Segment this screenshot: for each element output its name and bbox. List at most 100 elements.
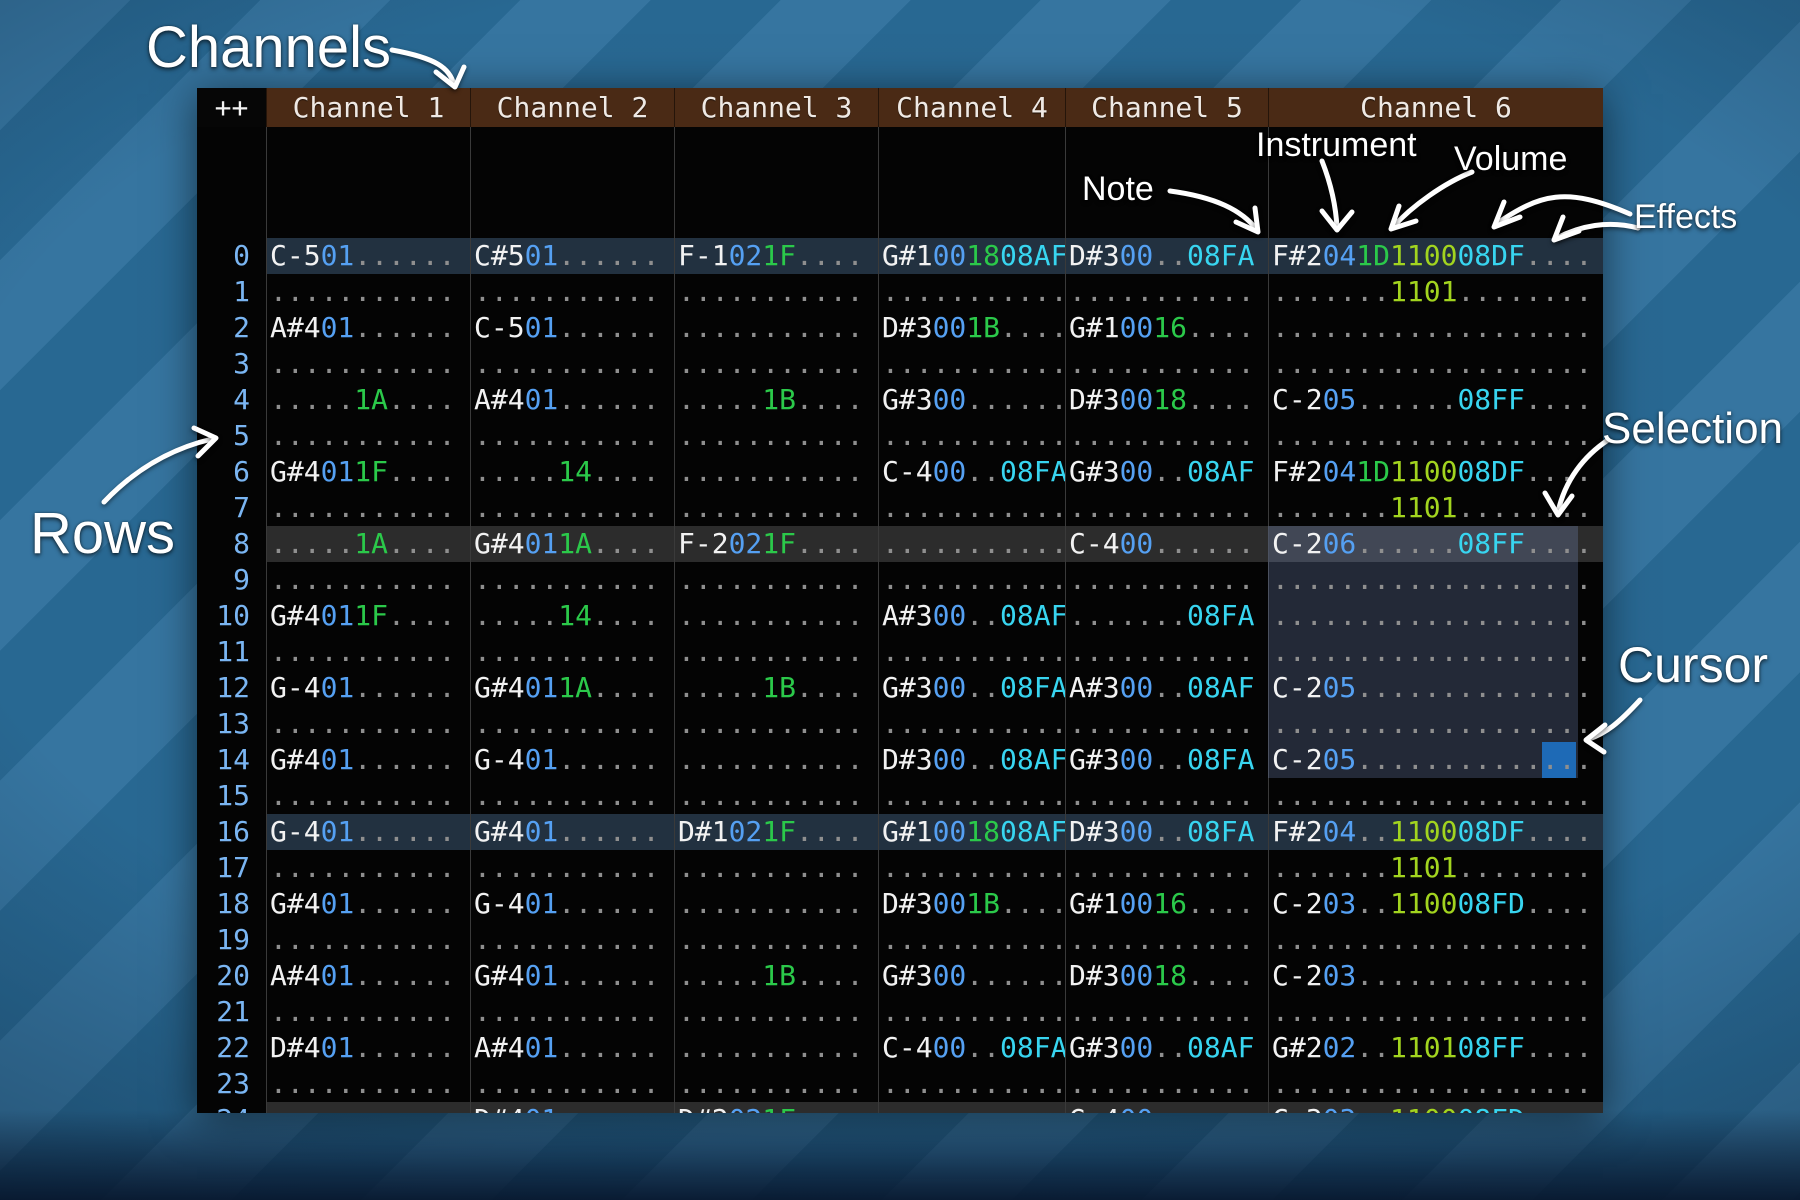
pattern-cell[interactable]: ........... — [678, 347, 864, 380]
pattern-cell[interactable]: ........... — [270, 707, 456, 740]
pattern-cell[interactable]: A#401...... — [474, 1031, 660, 1064]
pattern-cell[interactable]: F#2041D110008DF.... — [1272, 455, 1593, 488]
pattern-cell[interactable]: ........... — [882, 527, 1065, 560]
pattern-cell[interactable]: C-400..08FA — [882, 455, 1065, 488]
pattern-cell[interactable]: ........... — [882, 491, 1065, 524]
pattern-cell[interactable]: ........... — [882, 707, 1065, 740]
pattern-cell[interactable]: ........... — [678, 923, 864, 956]
pattern-cell[interactable]: C-400...... — [1069, 527, 1255, 560]
pattern-cell[interactable]: ................... — [1272, 347, 1593, 380]
pattern-cell[interactable]: ........... — [474, 707, 660, 740]
pattern-cell[interactable]: C-501...... — [474, 311, 660, 344]
pattern-cell[interactable]: D#3001B.... — [882, 311, 1065, 344]
pattern-cell[interactable]: ........... — [678, 311, 864, 344]
pattern-cell[interactable]: .....14.... — [474, 455, 660, 488]
pattern-cell[interactable]: ........... — [474, 851, 660, 884]
pattern-cell[interactable]: ........... — [474, 563, 660, 596]
pattern-corner[interactable]: ++ — [197, 88, 266, 127]
pattern-cell[interactable]: A#300..08AF — [882, 599, 1065, 632]
pattern-cell[interactable]: ........... — [678, 1067, 864, 1100]
pattern-cell[interactable]: .......1101........ — [1272, 275, 1593, 308]
pattern-cell[interactable]: ........... — [270, 923, 456, 956]
pattern-cell[interactable]: G#4011A.... — [474, 527, 660, 560]
pattern-cell[interactable]: ........... — [270, 347, 456, 380]
channel-header-3[interactable]: Channel 3 — [674, 88, 878, 127]
pattern-cell[interactable]: D#401...... — [470, 1102, 674, 1113]
pattern-cell[interactable]: .....14.... — [474, 599, 660, 632]
pattern-cell[interactable]: ........... — [882, 419, 1065, 452]
pattern-cell[interactable]: C-303..110008FD.... — [1268, 1102, 1603, 1113]
pattern-cell[interactable]: ........... — [1069, 275, 1255, 308]
pattern-cell[interactable]: G#10016.... — [1069, 887, 1255, 920]
pattern-cell[interactable]: C-205......08FF.... — [1272, 383, 1593, 416]
pattern-cell[interactable]: ........... — [678, 743, 864, 776]
pattern-cell[interactable]: ........... — [878, 1102, 1065, 1113]
pattern-cell[interactable]: ........... — [882, 635, 1065, 668]
pattern-cell[interactable]: ........... — [678, 635, 864, 668]
pattern-cell[interactable]: ........... — [882, 779, 1065, 812]
pattern-cell[interactable]: ................... — [1272, 563, 1593, 596]
pattern-cell[interactable]: ........... — [474, 923, 660, 956]
pattern-cell[interactable]: ........... — [474, 995, 660, 1028]
pattern-cell[interactable]: C-203.............. — [1272, 959, 1593, 992]
pattern-cell[interactable]: ........... — [1069, 491, 1255, 524]
pattern-cell[interactable]: ........... — [270, 491, 456, 524]
pattern-cell[interactable]: F#204..110008DF.... — [1272, 815, 1593, 848]
channel-header-1[interactable]: Channel 1 — [266, 88, 470, 127]
pattern-cell[interactable]: ........... — [882, 563, 1065, 596]
pattern-cell[interactable]: ........... — [474, 419, 660, 452]
pattern-cell[interactable]: G#300..08AF — [1069, 1031, 1255, 1064]
pattern-cell[interactable]: G#300..08FA — [1069, 743, 1255, 776]
pattern-cell[interactable]: .....1B.... — [678, 959, 864, 992]
pattern-cell[interactable]: ........... — [1069, 707, 1255, 740]
pattern-cell[interactable]: G#300...... — [882, 959, 1065, 992]
pattern-cell[interactable]: F-2021F.... — [678, 527, 864, 560]
pattern-cell[interactable]: ........... — [266, 1102, 470, 1113]
pattern-cell[interactable]: C#501...... — [474, 239, 660, 272]
channel-header-2[interactable]: Channel 2 — [470, 88, 674, 127]
pattern-cell[interactable]: D#1021F.... — [678, 815, 864, 848]
pattern-cell[interactable]: ........... — [270, 851, 456, 884]
pattern-cell[interactable]: G#401...... — [270, 887, 456, 920]
pattern-cell[interactable]: D#300..08AF — [882, 743, 1065, 776]
pattern-cell[interactable]: G-401...... — [474, 887, 660, 920]
channel-header-5[interactable]: Channel 5 — [1065, 88, 1268, 127]
pattern-cell[interactable]: ................... — [1272, 923, 1593, 956]
pattern-cell[interactable]: G-401...... — [270, 815, 456, 848]
pattern-cell[interactable]: A#401...... — [270, 311, 456, 344]
pattern-cell[interactable]: G#401...... — [474, 815, 660, 848]
pattern-cell[interactable]: ........... — [270, 995, 456, 1028]
pattern-cell[interactable]: C-206......08FF.... — [1272, 527, 1593, 560]
pattern-cell[interactable]: ........... — [474, 275, 660, 308]
pattern-cell[interactable]: ........... — [882, 923, 1065, 956]
pattern-cell[interactable]: A#300..08AF — [1069, 671, 1255, 704]
pattern-cell[interactable]: ........... — [882, 275, 1065, 308]
pattern-cell[interactable]: ........... — [678, 599, 864, 632]
pattern-cell[interactable]: D#300..08FA — [1069, 815, 1255, 848]
pattern-cell[interactable]: ........... — [1069, 995, 1255, 1028]
pattern-cell[interactable]: G-401...... — [270, 671, 456, 704]
pattern-cell[interactable]: G#4011F.... — [270, 455, 456, 488]
pattern-cell[interactable]: G#300...... — [882, 383, 1065, 416]
pattern-cell[interactable]: ........... — [474, 347, 660, 380]
pattern-cell[interactable]: C-400..08FA — [882, 1031, 1065, 1064]
pattern-cell[interactable]: G#202..110108FF.... — [1272, 1031, 1593, 1064]
pattern-cell[interactable]: ........... — [474, 779, 660, 812]
pattern-cell[interactable]: ................... — [1272, 311, 1593, 344]
pattern-cell[interactable]: G#300..08FA — [882, 671, 1065, 704]
pattern-cell[interactable]: .......1101........ — [1272, 491, 1593, 524]
pattern-cell[interactable]: ........... — [882, 1067, 1065, 1100]
pattern-cell[interactable]: ........... — [1069, 419, 1255, 452]
pattern-cell[interactable]: ........... — [1069, 563, 1255, 596]
pattern-cell[interactable]: G#1001808AF — [882, 239, 1065, 272]
pattern-cell[interactable]: A#401...... — [474, 383, 660, 416]
pattern-cell[interactable]: .....1B.... — [678, 671, 864, 704]
pattern-cell[interactable]: C-203..110008FD.... — [1272, 887, 1593, 920]
pattern-cell[interactable]: .......08FA — [1069, 599, 1255, 632]
pattern-cell[interactable]: D#401...... — [270, 1031, 456, 1064]
pattern-cell[interactable]: ................... — [1272, 779, 1593, 812]
pattern-cell[interactable]: ........... — [678, 563, 864, 596]
pattern-cell[interactable]: ........... — [678, 851, 864, 884]
pattern-cell[interactable]: ........... — [270, 635, 456, 668]
pattern-cell[interactable]: ................... — [1272, 707, 1593, 740]
